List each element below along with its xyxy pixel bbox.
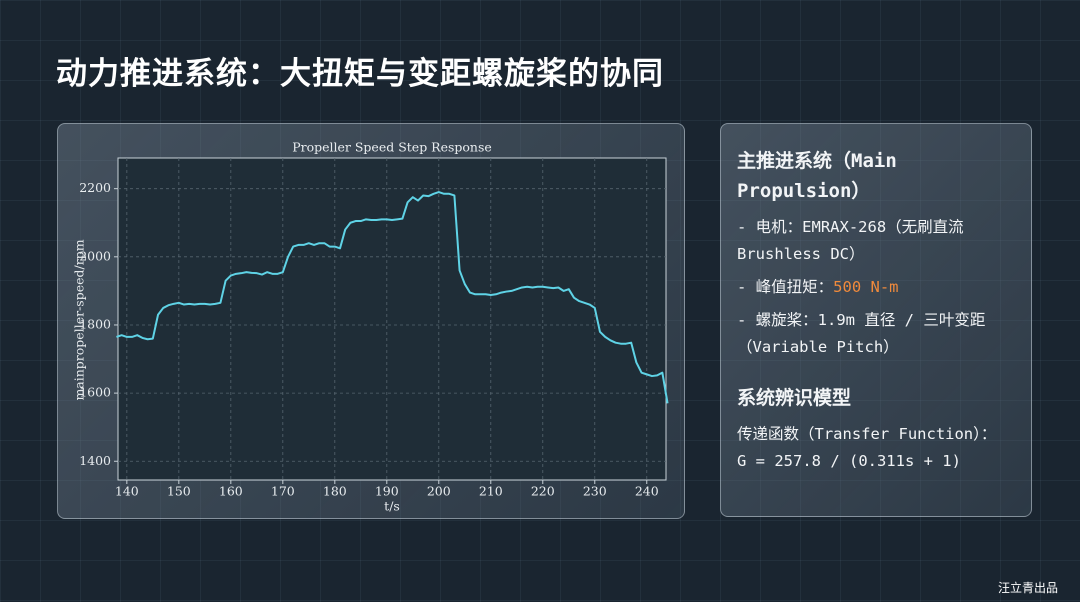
propeller: - 螺旋桨：1.9m 直径 / 三叶变距（Variable Pitch） bbox=[737, 311, 986, 356]
tf-label: 传递函数（Transfer Function）： bbox=[737, 425, 997, 443]
x-tick-label: 170 bbox=[271, 484, 295, 499]
slide-title: 动力推进系统：大扭矩与变距螺旋桨的协同 bbox=[56, 56, 664, 92]
line bbox=[116, 191, 669, 404]
torque: - 峰值扭矩：500 N-m bbox=[737, 274, 1015, 301]
y-tick-label: 2200 bbox=[79, 180, 111, 195]
torque-value: 500 N-m bbox=[833, 278, 899, 296]
footer: 汪立青出品 bbox=[997, 581, 1058, 595]
x-tick-label: 220 bbox=[531, 484, 555, 499]
y-tick-label: 2000 bbox=[79, 248, 111, 263]
heading: 主推进系统（Main Propulsion） bbox=[737, 150, 897, 202]
y-tick-label: 1400 bbox=[79, 453, 111, 468]
x-tick-label: 180 bbox=[323, 484, 347, 499]
x-tick-label: 140 bbox=[115, 484, 139, 499]
x-tick-label: 150 bbox=[167, 484, 191, 499]
model-heading: 系统辨识模型 bbox=[737, 387, 852, 409]
x-axis-label: t/s bbox=[384, 499, 400, 514]
torque-label: - 峰值扭矩： bbox=[737, 278, 834, 296]
y-axis-label: mainpropeller-speed/rpm bbox=[72, 239, 87, 400]
y-tick-label: 1800 bbox=[79, 316, 111, 331]
tf: G = 257.8 / (0.311s + 1) bbox=[737, 452, 961, 470]
x-tick-label: 230 bbox=[583, 484, 607, 499]
x-tick-label: 160 bbox=[219, 484, 243, 499]
plot-area bbox=[117, 157, 667, 481]
x-tick-label: 200 bbox=[427, 484, 451, 499]
chart-title: Propeller Speed Step Response bbox=[292, 140, 492, 155]
info-panel: 主推进系统（Main Propulsion） - 电机：EMRAX-268（无刷… bbox=[720, 123, 1032, 517]
motor: - 电机：EMRAX-268（无刷直流 Brushless DC） bbox=[737, 218, 964, 263]
x-tick-label: 210 bbox=[479, 484, 503, 499]
x-tick-label: 190 bbox=[375, 484, 399, 499]
x-tick-label: 240 bbox=[635, 484, 659, 499]
y-tick-label: 1600 bbox=[79, 385, 111, 400]
